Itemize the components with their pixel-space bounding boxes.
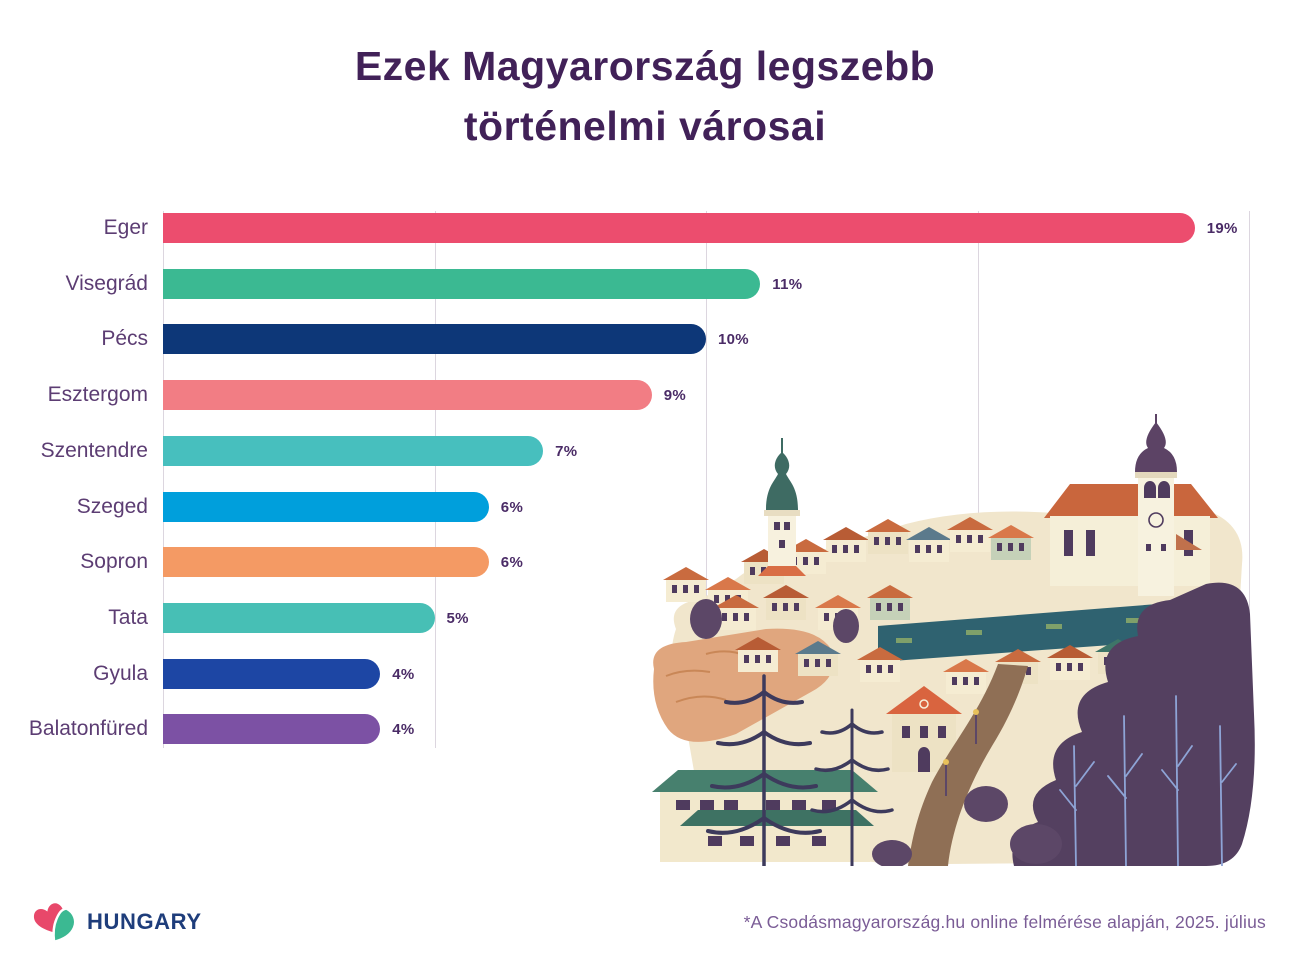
bar-category-label: Tata xyxy=(108,605,148,629)
bar-row: Szentendre 7% xyxy=(0,435,1290,466)
bar xyxy=(163,658,381,689)
bar-value-label: 5% xyxy=(446,609,469,627)
bar-row: Esztergom 9% xyxy=(0,380,1290,411)
bar-category-label: Balatonfüred xyxy=(28,717,148,741)
bar-value-label: 9% xyxy=(663,387,686,405)
bar xyxy=(163,491,489,522)
bar xyxy=(163,268,761,299)
bar-category-label: Visegrád xyxy=(65,271,148,295)
church-right xyxy=(1044,414,1218,596)
bar xyxy=(163,380,652,411)
hungary-logo-text: HUNGARY xyxy=(87,909,202,934)
bar-row: Pécs 10% xyxy=(0,324,1290,355)
bar xyxy=(163,435,544,466)
bar-category-label: Sopron xyxy=(80,550,148,574)
bar-category-label: Pécs xyxy=(101,327,148,351)
gridline xyxy=(977,211,979,748)
bar-category-label: Szentendre xyxy=(40,438,148,462)
bar xyxy=(163,602,435,633)
town-illustration xyxy=(652,414,1255,866)
source-footnote: *A Csodásmagyarország.hu online felmérés… xyxy=(743,912,1266,932)
bar-category-label: Esztergom xyxy=(47,383,148,407)
hungary-logo: HUNGARY xyxy=(32,898,202,946)
bar-row: Sopron 6% xyxy=(0,547,1290,578)
page-title-line2: történelmi városai xyxy=(463,103,827,149)
page-title: Ezek Magyarország legszebb történelmi vá… xyxy=(0,36,1290,156)
bar xyxy=(163,547,489,578)
bar-category-label: Szeged xyxy=(76,494,148,518)
gridline xyxy=(163,211,164,748)
bar-row: Balatonfüred 4% xyxy=(0,714,1290,745)
bar-category-label: Eger xyxy=(103,216,148,239)
bar-row: Eger 19% xyxy=(0,213,1290,243)
hungary-logo-heart-icon xyxy=(33,903,77,944)
bar-value-label: 11% xyxy=(772,275,803,293)
bar-value-label: 7% xyxy=(555,442,578,460)
bar-row: Szeged 6% xyxy=(0,491,1290,522)
gridline xyxy=(706,211,707,748)
bar-row: Gyula 4% xyxy=(0,658,1290,689)
gridline xyxy=(1249,211,1250,748)
bar-value-label: 4% xyxy=(392,721,415,739)
church-left-tower xyxy=(758,438,806,576)
bar-value-label: 6% xyxy=(500,498,524,516)
bar-value-label: 10% xyxy=(718,331,749,349)
gridline xyxy=(434,211,436,748)
bar-chart: Eger 19% Visegrád 11% Pécs 10% Esztergom 9% Szen… xyxy=(0,205,1290,755)
bar xyxy=(163,324,706,355)
page-title-line1: Ezek Magyarország legszebb xyxy=(354,43,936,89)
bar xyxy=(163,714,381,745)
bar-value-label: 6% xyxy=(500,554,524,572)
bar-value-label: 19% xyxy=(1206,220,1238,237)
bar-value-label: 4% xyxy=(392,665,415,683)
bar-category-label: Gyula xyxy=(93,661,148,685)
bar xyxy=(163,213,1195,243)
foreground-house xyxy=(886,686,962,772)
bar-row: Tata 5% xyxy=(0,602,1290,633)
bar-row: Visegrád 11% xyxy=(0,268,1290,299)
